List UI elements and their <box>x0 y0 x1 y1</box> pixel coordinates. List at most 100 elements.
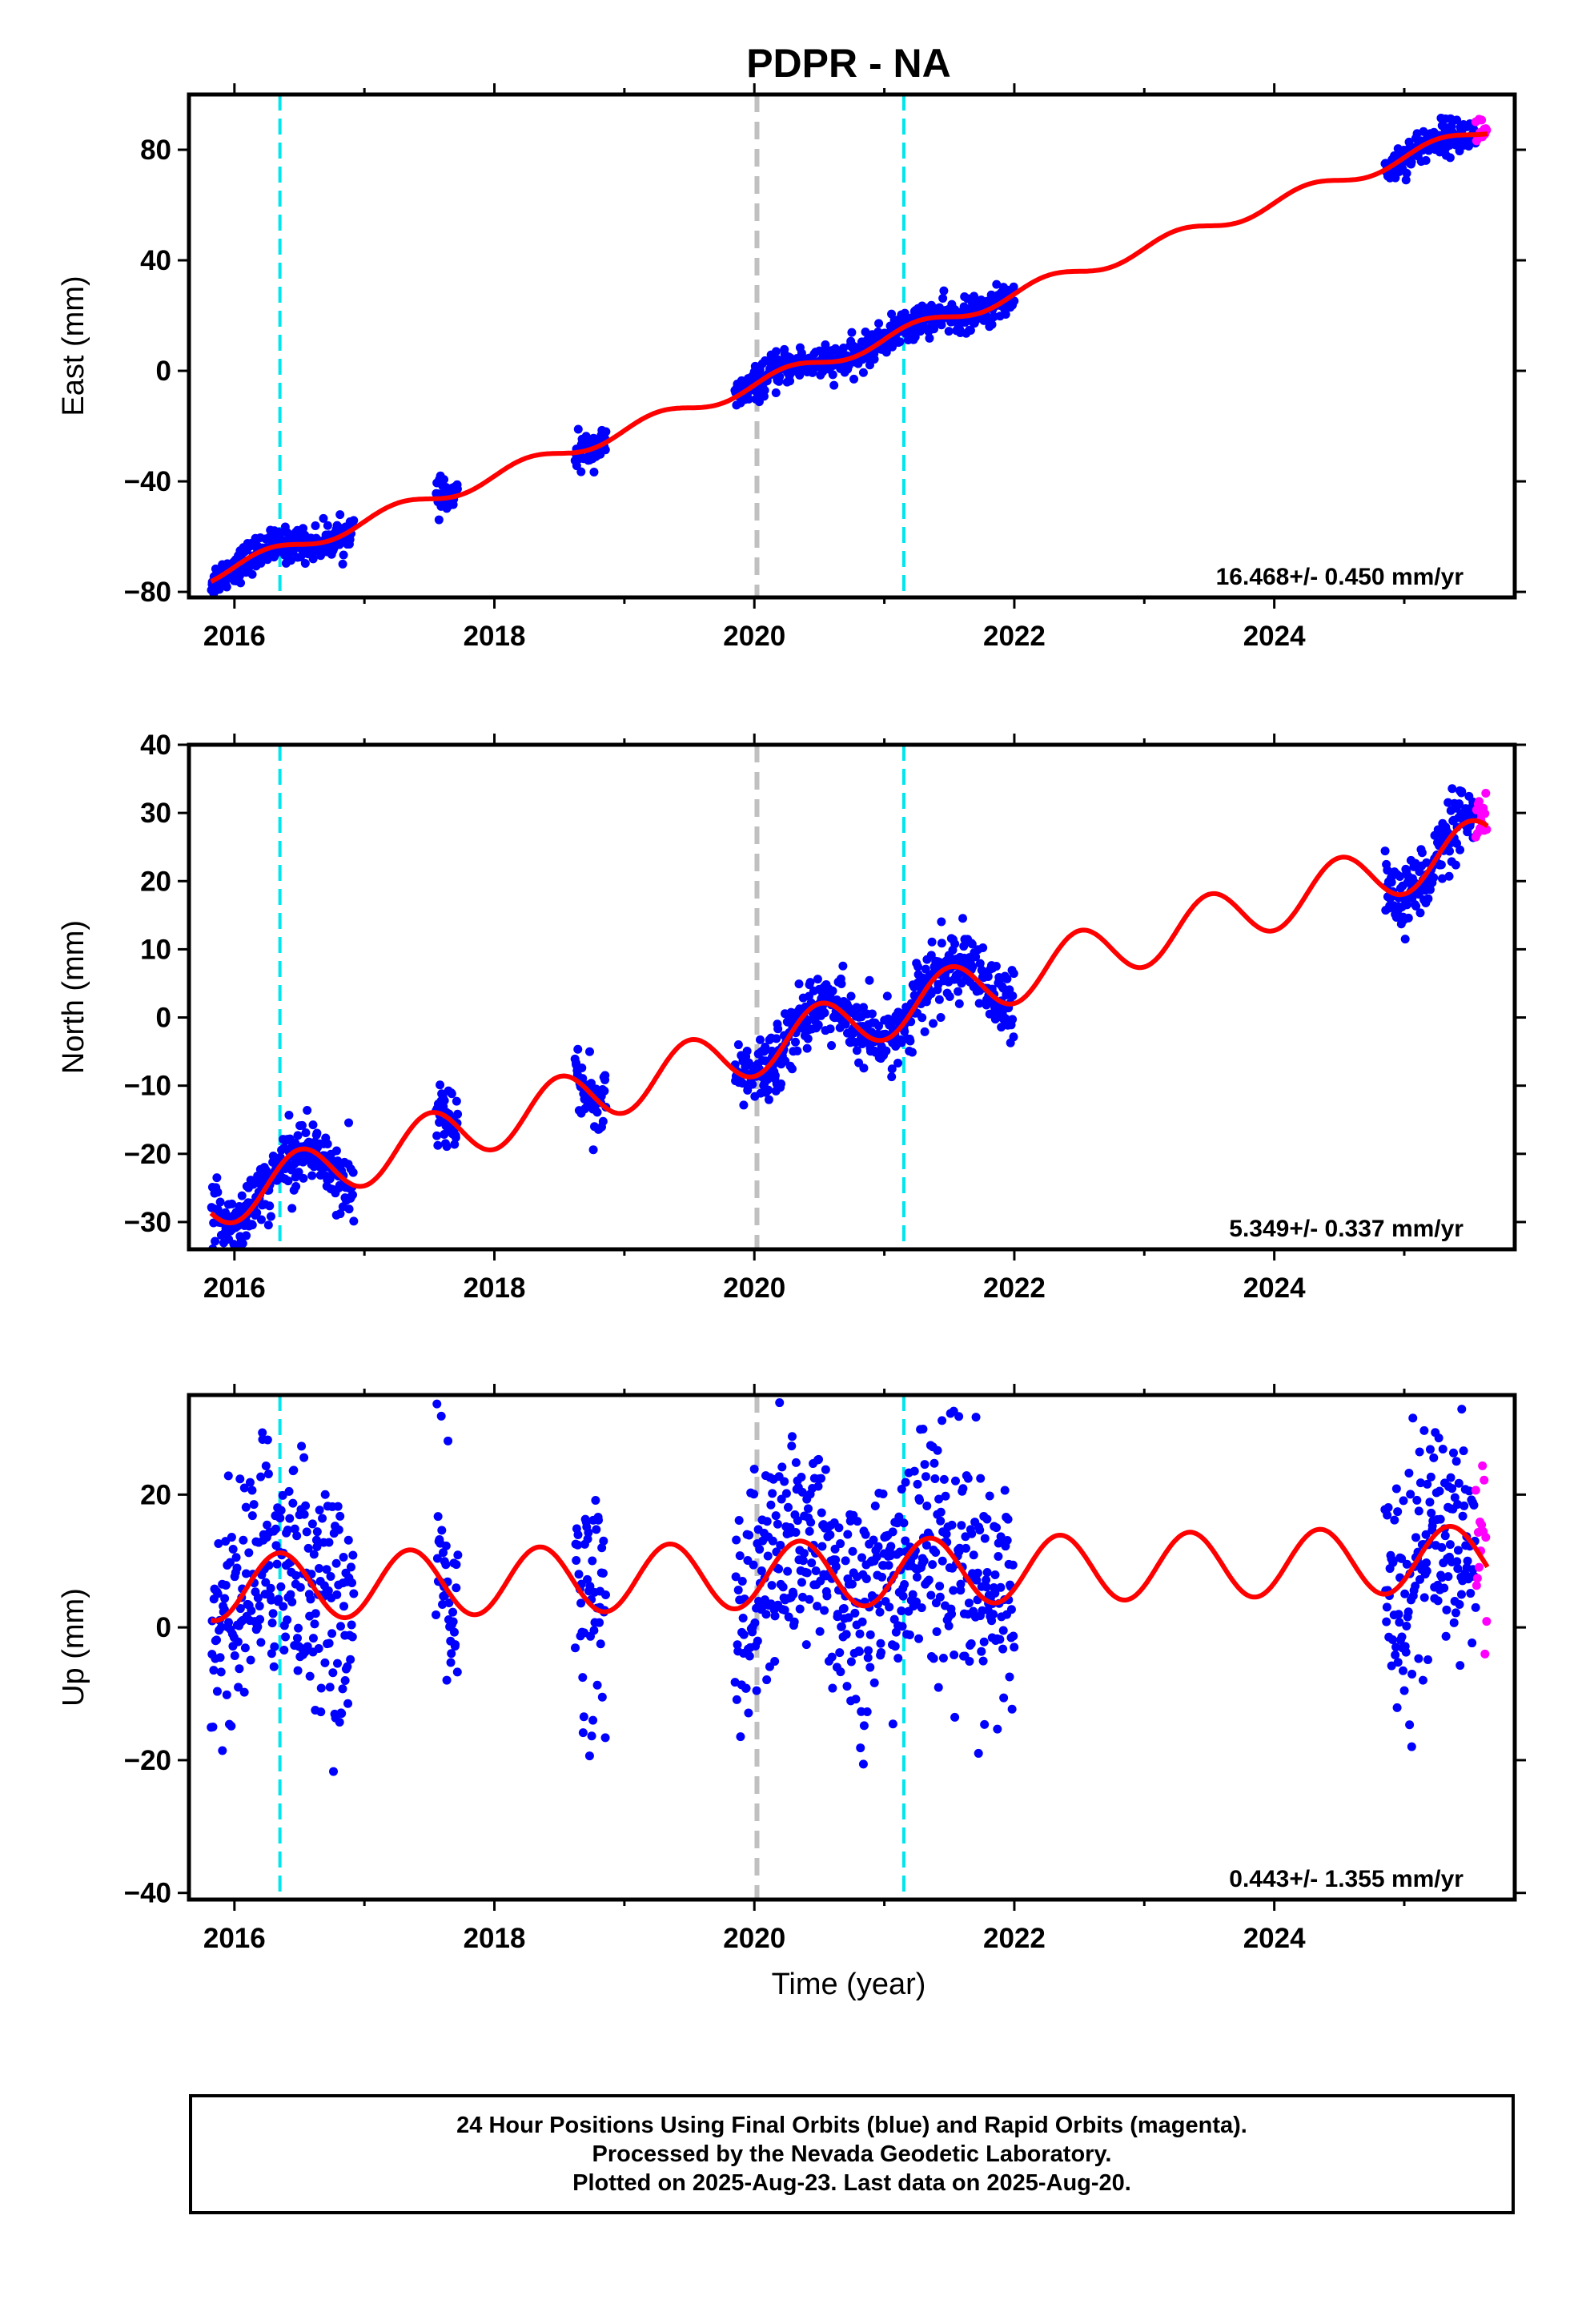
final-orbit-point <box>1411 1533 1420 1542</box>
footer-box: 24 Hour Positions Using Final Orbits (bl… <box>189 2094 1515 2214</box>
final-orbit-point <box>913 962 923 971</box>
east-rate-label: 16.468+/- 0.450 mm/yr <box>1216 564 1464 590</box>
final-orbit-point <box>1444 871 1454 881</box>
final-orbit-point <box>294 1168 303 1177</box>
final-orbit-point <box>255 1614 265 1624</box>
final-orbit-point <box>931 1547 941 1557</box>
rapid-orbit-point <box>1480 1475 1489 1485</box>
final-orbit-point <box>959 942 969 951</box>
x-tick-label: 2022 <box>983 1273 1046 1304</box>
final-orbit-point <box>897 1484 906 1494</box>
final-orbit-point <box>1451 860 1460 870</box>
final-orbit-point <box>836 1539 845 1549</box>
final-orbit-point <box>1414 1654 1423 1663</box>
final-orbit-point <box>1419 1425 1429 1435</box>
final-orbit-point <box>347 1620 356 1630</box>
final-orbit-point <box>1387 1661 1396 1671</box>
rapid-orbit-point <box>1472 1581 1481 1590</box>
final-orbit-point <box>216 1667 226 1677</box>
final-orbit-point <box>1408 1413 1418 1423</box>
final-orbit-point <box>286 556 295 565</box>
final-orbit-point <box>983 971 993 981</box>
final-orbit-point <box>954 999 964 1008</box>
final-orbit-point <box>1402 900 1411 910</box>
final-orbit-point <box>898 1591 908 1601</box>
final-orbit-point <box>877 1648 886 1658</box>
final-orbit-point <box>349 516 359 525</box>
final-orbit-point <box>965 1656 974 1666</box>
final-orbit-point <box>293 1666 303 1675</box>
final-orbit-point <box>755 1545 765 1554</box>
final-orbit-point <box>1411 1581 1420 1590</box>
final-orbit-point <box>992 279 1002 289</box>
final-orbit-point <box>950 939 960 949</box>
final-orbit-point <box>817 1542 827 1551</box>
final-orbit-point <box>992 1523 1002 1533</box>
final-orbit-point <box>1443 1572 1453 1582</box>
final-orbit-point <box>805 1594 814 1604</box>
final-orbit-point <box>312 1527 322 1537</box>
final-orbit-point <box>1407 157 1416 167</box>
final-orbit-point <box>1380 846 1390 856</box>
final-orbit-point <box>302 1527 311 1537</box>
rapid-orbit-point <box>1472 1574 1482 1583</box>
final-orbit-point <box>212 1687 222 1696</box>
final-orbit-point <box>958 1484 968 1494</box>
final-orbit-point <box>300 558 310 568</box>
final-orbit-point <box>843 1530 853 1539</box>
final-orbit-point <box>857 1617 867 1626</box>
final-orbit-point <box>328 1668 338 1678</box>
final-orbit-point <box>785 376 795 386</box>
final-orbit-point <box>1010 1642 1019 1652</box>
final-orbit-point <box>1400 935 1410 944</box>
final-orbit-point <box>949 1586 958 1595</box>
x-tick-label: 2016 <box>203 621 266 652</box>
final-orbit-point <box>927 937 937 947</box>
north-plot-frame <box>187 742 1517 1252</box>
y-tick-label: −30 <box>124 1207 171 1238</box>
final-orbit-point <box>1391 1484 1401 1494</box>
final-orbit-point <box>294 1623 303 1633</box>
final-orbit-point <box>789 1617 799 1626</box>
final-orbit-point <box>915 1495 925 1505</box>
final-orbit-point <box>1417 848 1427 858</box>
final-orbit-point <box>600 1590 610 1599</box>
final-orbit-point <box>318 1514 327 1523</box>
final-orbit-point <box>1008 991 1018 1001</box>
y-tick-label: 20 <box>140 866 171 897</box>
east-panel: 2016 2018 2020 2022 2024 −80 −40 0 40 80 East (mm)… <box>57 83 1526 652</box>
final-orbit-point <box>953 1329 962 1338</box>
final-orbit-point <box>936 1013 946 1023</box>
final-orbit-point <box>918 1424 928 1433</box>
final-orbit-point <box>851 1695 861 1704</box>
east-model-curve <box>210 131 1488 584</box>
final-orbit-point <box>293 1131 303 1140</box>
final-orbit-point <box>891 1627 901 1637</box>
final-orbit-point <box>768 1489 777 1498</box>
final-orbit-point <box>453 1550 463 1560</box>
final-orbit-point <box>595 1618 604 1627</box>
final-orbit-point <box>920 1027 930 1036</box>
final-orbit-point <box>901 1536 910 1546</box>
final-orbit-point <box>1443 798 1453 807</box>
final-orbit-point <box>936 1507 946 1517</box>
final-orbit-point <box>739 1100 749 1110</box>
final-orbit-point <box>236 578 246 588</box>
final-orbit-point <box>859 1063 869 1073</box>
final-orbit-point <box>1391 1642 1401 1652</box>
final-orbit-point <box>234 1683 243 1692</box>
final-orbit-point <box>1415 908 1425 918</box>
final-orbit-point <box>977 1647 986 1656</box>
final-orbit-point <box>1435 1514 1445 1524</box>
final-orbit-point <box>223 1471 233 1481</box>
final-orbit-point <box>978 1656 988 1666</box>
final-orbit-point <box>933 1445 942 1455</box>
final-orbit-point <box>881 1046 891 1055</box>
final-orbit-point <box>299 1510 309 1519</box>
final-orbit-point <box>912 1597 921 1606</box>
final-orbit-point <box>887 1072 897 1082</box>
final-orbit-point <box>335 1717 344 1727</box>
final-orbit-point <box>905 1036 915 1046</box>
final-orbit-point <box>876 1638 885 1648</box>
final-orbit-point <box>733 1585 743 1594</box>
